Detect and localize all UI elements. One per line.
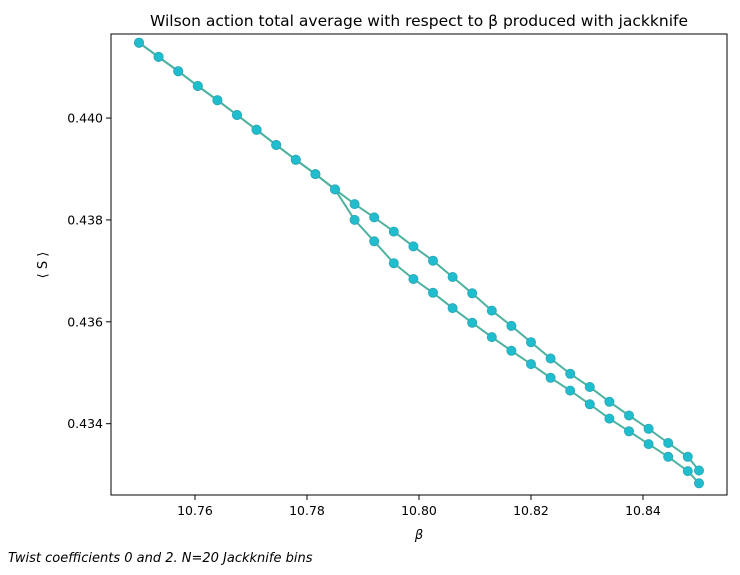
data-point [584, 399, 595, 410]
x-axis-label: β [414, 528, 423, 543]
data-point [173, 66, 184, 77]
data-point [349, 214, 360, 225]
data-point [526, 359, 537, 370]
data-point [506, 345, 517, 356]
data-point [290, 154, 301, 165]
data-point [447, 303, 458, 314]
data-point [427, 287, 438, 298]
data-point [192, 81, 203, 92]
data-point [486, 332, 497, 343]
plot-area [133, 37, 705, 489]
data-point [467, 317, 478, 328]
data-point [231, 110, 242, 121]
series-line-2 [138, 41, 700, 484]
data-point [643, 423, 654, 434]
x-tick-label: 10.76 [177, 503, 213, 518]
data-point [694, 478, 705, 489]
data-point [624, 410, 635, 421]
x-tick-label: 10.82 [513, 503, 549, 518]
data-point [694, 465, 705, 476]
data-point [329, 184, 340, 195]
data-point [565, 368, 576, 379]
y-tick-label: 0.434 [67, 416, 103, 431]
data-point [526, 337, 537, 348]
data-point [153, 51, 164, 62]
x-tick-label: 10.78 [289, 503, 325, 518]
data-point [663, 437, 674, 448]
data-point [447, 271, 458, 282]
data-point [133, 37, 144, 48]
data-point [506, 320, 517, 331]
y-axis-label: ⟨ S ⟩ [36, 252, 51, 279]
data-point [604, 396, 615, 407]
data-point [682, 451, 693, 462]
data-point [408, 273, 419, 284]
data-point [643, 439, 654, 450]
data-point [545, 353, 556, 364]
data-point [584, 381, 595, 392]
data-point [663, 451, 674, 462]
data-point [467, 288, 478, 299]
data-point [251, 124, 262, 135]
data-point [388, 226, 399, 237]
data-point [486, 305, 497, 316]
x-tick-label: 10.80 [401, 503, 437, 518]
y-axis: 0.434 0.436 0.438 0.440 [67, 111, 111, 431]
data-point [408, 241, 419, 252]
data-point [565, 385, 576, 396]
x-tick-label: 10.84 [625, 503, 661, 518]
data-point [271, 139, 282, 150]
figure-caption: Twist coefficients 0 and 2. N=20 Jackkni… [8, 551, 313, 566]
data-point [682, 466, 693, 477]
data-point [310, 169, 321, 180]
x-axis: 10.76 10.78 10.80 10.82 10.84 [177, 495, 661, 518]
data-point [427, 255, 438, 266]
y-tick-label: 0.440 [67, 111, 103, 126]
plot-frame [110, 33, 728, 496]
y-tick-label: 0.436 [67, 314, 103, 329]
data-point [369, 236, 380, 247]
series-line-1 [138, 41, 700, 472]
data-point [349, 199, 360, 210]
data-point [624, 426, 635, 437]
data-point [212, 95, 223, 106]
data-point [388, 258, 399, 269]
chart-title: Wilson action total average with respect… [150, 12, 688, 30]
data-point [545, 372, 556, 383]
data-point [369, 212, 380, 223]
data-point [604, 413, 615, 424]
y-tick-label: 0.438 [67, 212, 103, 227]
